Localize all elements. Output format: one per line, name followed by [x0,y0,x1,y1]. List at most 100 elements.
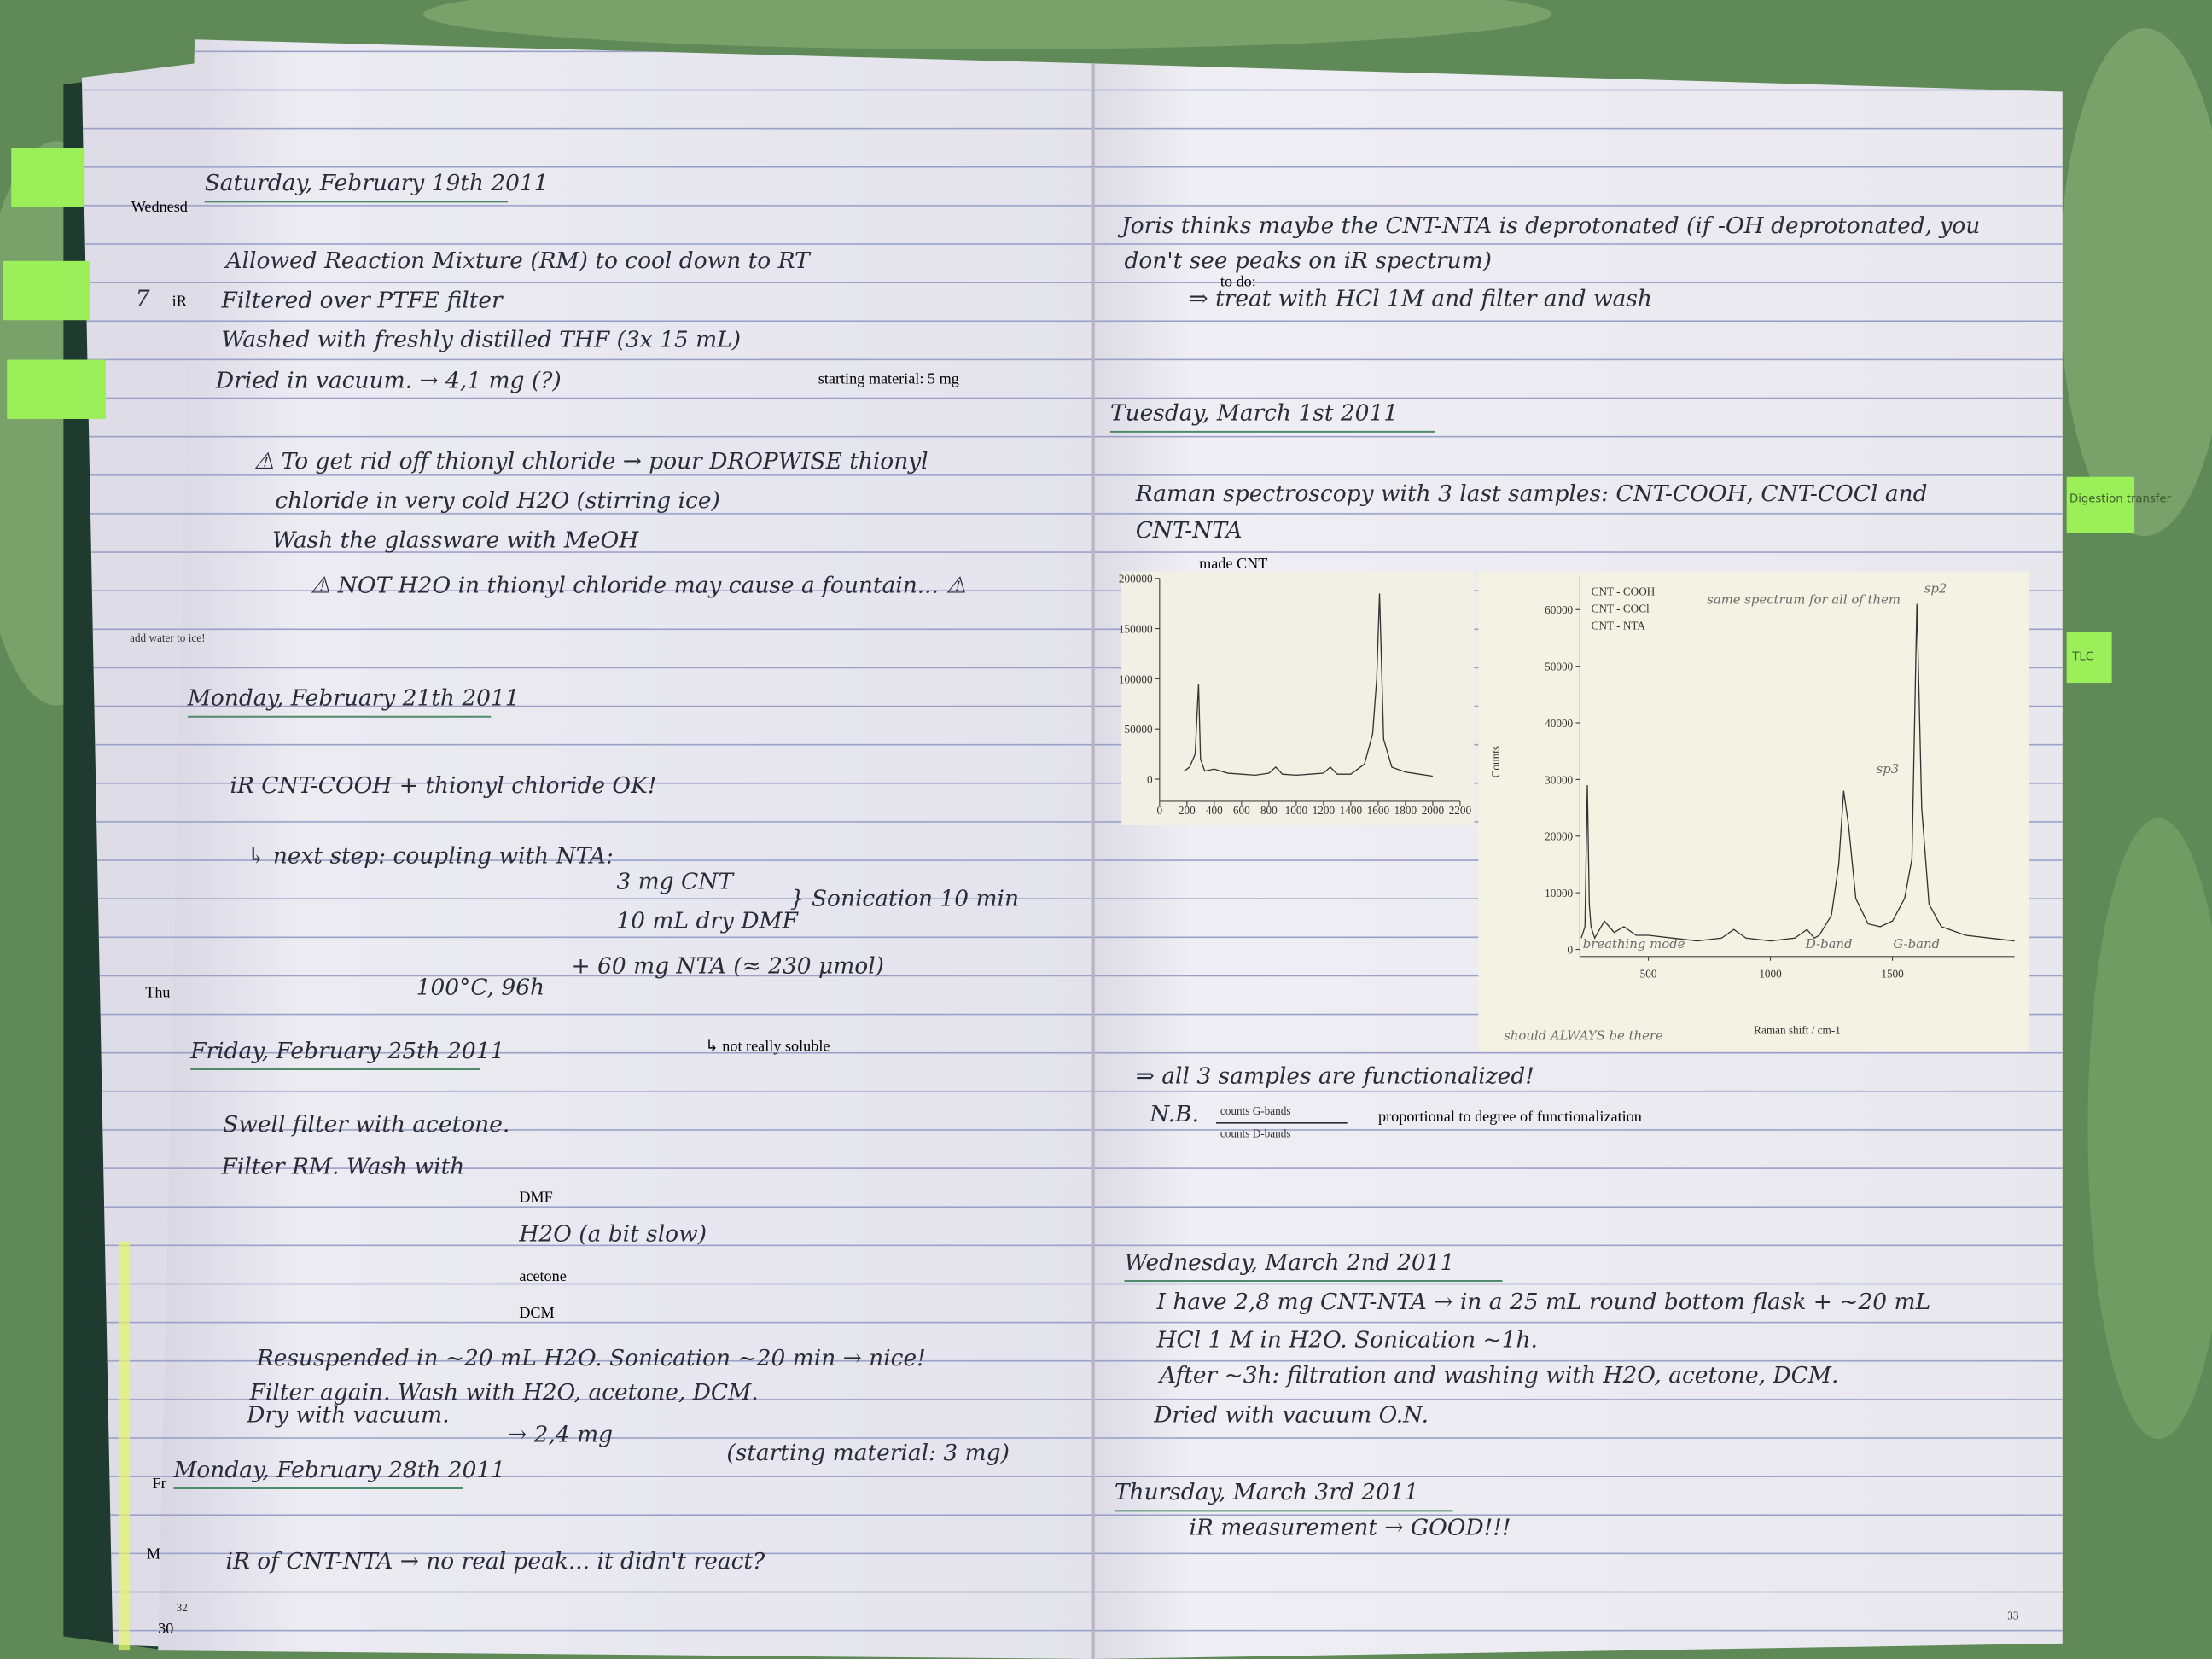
x-tick-label: 500 [1640,968,1657,981]
handwritten-line: ⚠ NOT H2O in thionyl chloride may cause … [311,572,966,598]
y-tick-label: 0 [1568,943,1574,956]
annotation: sp3 [1877,761,1900,777]
annotation: breathing mode [1583,936,1685,952]
page-number: 32 [177,1601,188,1614]
handwritten-line: Dry with vacuum. [246,1401,449,1428]
entry-date: Monday, February 21th 2011 [187,685,520,712]
handwritten-line: iR CNT-COOH + thionyl chloride OK! [230,772,656,799]
handwritten-line: 3 mg CNT [616,868,735,894]
y-tick-label: 50000 [1545,661,1573,673]
handwritten-line: Joris thinks maybe the CNT-NTA is deprot… [1117,212,1980,239]
handwritten-line: counts G-bands [1220,1104,1291,1117]
x-tick-label: 1500 [1881,968,1904,981]
x-tick-label: 1600 [1367,804,1390,817]
entry-date: Tuesday, March 1st 2011 [1110,400,1398,427]
handwritten-line: 10 mL dry DMF [616,908,799,934]
sticky-tab [2066,632,2112,684]
x-tick-label: 200 [1179,804,1196,817]
handwritten-line: ⇒ all 3 samples are functionalized! [1136,1063,1534,1090]
handwritten-line: proportional to degree of functionalizat… [1378,1108,1642,1125]
handwritten-line: counts D-bands [1220,1126,1291,1139]
handwritten-line: ⚠ To get rid off thionyl chloride → pour… [254,448,928,474]
content: Wednesd 7 iR add water to ice! Thu Fr M 30 Satur… [130,170,2172,1637]
x-tick-label: 1000 [1759,968,1782,981]
handwritten-line: N.B. [1149,1101,1199,1127]
x-axis-label: Raman shift / cm-1 [1754,1024,1841,1037]
handwritten-line: CNT-NTA [1136,517,1243,544]
handwritten-line: Filter RM. Wash with [221,1153,465,1179]
handwritten-line: → 2,4 mg [508,1421,613,1447]
page-number: 33 [2007,1610,2019,1622]
y-tick-label: 60000 [1545,603,1573,616]
spectrum-line [1184,593,1433,777]
handwritten-line: I have 2,8 mg CNT-NTA → in a 25 mL round… [1156,1289,1931,1315]
entry-date: Wednesday, March 2nd 2011 [1124,1249,1454,1276]
handwritten-line: don't see peaks on iR spectrum) [1124,247,1491,274]
sticky-tab [7,359,106,419]
x-tick-label: 1800 [1394,804,1417,817]
x-tick-label: 1400 [1340,804,1363,817]
y-tick-label: 0 [1147,773,1153,786]
handwritten-line: Dried in vacuum. → 4,1 mg (?) [215,368,562,394]
margin-note: Fr [153,1475,166,1492]
handwritten-line: Swell filter with acetone. [223,1111,509,1138]
handwritten-line: Filter again. Wash with H2O, acetone, DC… [249,1379,759,1406]
margin-note: add water to ice! [130,632,205,644]
handwritten-line: Resuspended in ~20 mL H2O. Sonication ~2… [256,1345,926,1371]
y-tick-label: 20000 [1545,830,1573,843]
left-page-rules [158,39,1094,1659]
annotation: G-band [1893,936,1940,952]
margin-note: Wednesd [131,198,188,215]
annotation: same spectrum for all of them [1707,592,1901,608]
handwritten-line: Filtered over PTFE filter [221,287,504,313]
margin-note: 7 [136,286,150,312]
handwritten-line: After ~3h: filtration and washing with H… [1157,1362,1839,1388]
annotation: D-band [1805,936,1853,952]
spectrum-printout [1478,571,2029,1051]
margin-note: iR [172,293,188,310]
margin-note: 30 [158,1620,173,1637]
entry-date: Thursday, March 3rd 2011 [1115,1479,1419,1505]
handwritten-line: (starting material: 3 mg) [726,1440,1010,1466]
entry-date: Saturday, February 19th 2011 [205,170,549,196]
handwritten-line: DMF [519,1188,552,1205]
sticky-tab [2066,476,2135,533]
legend-entry: CNT - COOH [1592,585,1656,598]
handwritten-line: } Sonication 10 min [790,885,1019,911]
x-tick-label: 2000 [1422,804,1445,817]
handwritten-line: made CNT [1199,555,1267,572]
spectrum-printout [1121,571,1475,826]
y-tick-label: 150000 [1119,623,1153,636]
handwritten-line: iR measurement → GOOD!!! [1190,1515,1511,1541]
handwritten-line: Dried with vacuum O.N. [1153,1401,1429,1428]
tab-label: TLC [2071,651,2093,664]
handwritten-line: Wash the glassware with MeOH [272,527,639,553]
handwritten-line: iR of CNT-NTA → no real peak... it didn'… [225,1548,765,1575]
handwritten-line: DCM [519,1304,554,1321]
y-tick-label: 30000 [1545,773,1573,786]
legend-entry: CNT - NTA [1592,619,1646,632]
handwritten-line: ↳ not really soluble [706,1038,830,1055]
x-tick-label: 400 [1206,804,1223,817]
handwritten-line: Allowed Reaction Mixture (RM) to cool do… [223,247,812,274]
handwritten-line: 100°C, 96h [416,974,544,1000]
handwritten-line: Raman spectroscopy with 3 last samples: … [1135,480,1928,507]
highlighter-strip [118,1241,131,1651]
sticky-tab [11,148,85,207]
entry-date: Monday, February 28th 2011 [172,1457,505,1483]
entry-date: Friday, February 25th 2011 [189,1038,504,1064]
x-tick-label: 0 [1157,804,1163,817]
legend-entry: CNT - COCl [1592,602,1650,614]
margin-note: Thu [145,984,170,1001]
annotation: sp2 [1924,580,1947,596]
handwritten-line: to do: [1220,273,1256,290]
handwritten-line: ⇒ treat with HCl 1M and filter and wash [1190,286,1652,312]
handwritten-line: ↳ next step: coupling with NTA: [247,843,614,870]
y-tick-label: 40000 [1545,717,1573,730]
x-tick-label: 2200 [1449,804,1472,817]
handwritten-line: HCl 1 M in H2O. Sonication ~1h. [1156,1327,1538,1353]
margin-note: M [147,1545,160,1563]
annotation: should ALWAYS be there [1504,1027,1663,1043]
handwritten-line: chloride in very cold H2O (stirring ice) [275,487,719,514]
